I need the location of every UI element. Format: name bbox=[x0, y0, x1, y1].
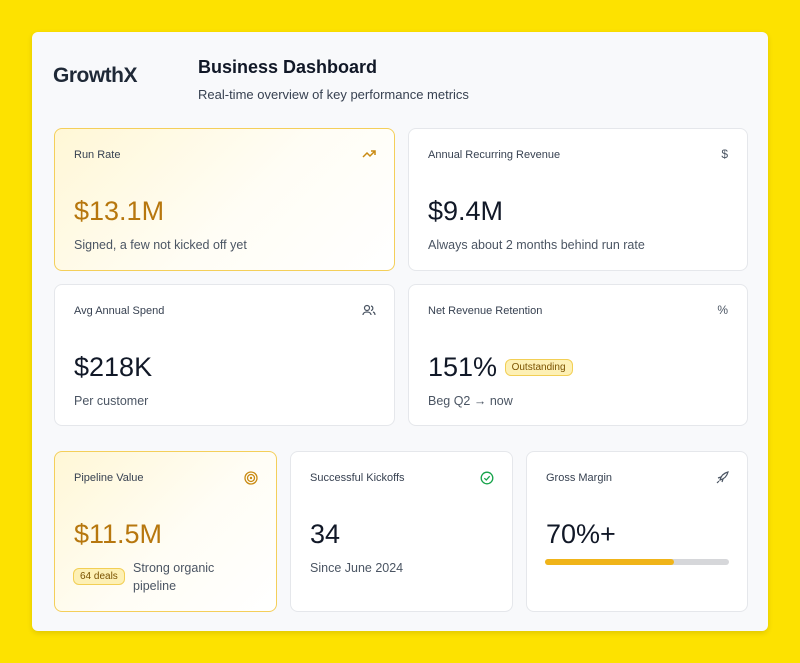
card-value: $9.4M bbox=[428, 196, 504, 226]
card-label: Avg Annual Spend bbox=[74, 305, 165, 317]
percent-icon: % bbox=[717, 303, 728, 317]
header-subtitle: Real-time overview of key performance me… bbox=[198, 87, 469, 102]
metric-card: Net Revenue Retention % 151% Outstanding… bbox=[408, 284, 748, 426]
count-badge: 64 deals bbox=[73, 568, 125, 585]
header-title: Business Dashboard bbox=[198, 57, 378, 77]
card-note: Signed, a few not kicked off yet bbox=[74, 238, 247, 252]
card-note: Since June 2024 bbox=[310, 561, 404, 575]
card-note: Beg Q2 → now bbox=[428, 394, 513, 408]
card-note: Strong organic pipeline bbox=[133, 561, 215, 593]
card-value-row: 151% Outstanding bbox=[428, 352, 573, 383]
metric-card: Annual Recurring Revenue $ $9.4M Always … bbox=[408, 128, 748, 271]
card-value: $11.5M bbox=[74, 519, 163, 549]
card-value: 70%+ bbox=[546, 519, 616, 549]
metric-card: Avg Annual Spend $218K Per customer bbox=[54, 284, 395, 426]
card-label: Run Rate bbox=[74, 149, 121, 161]
card-label: Gross Margin bbox=[546, 472, 613, 484]
card-label: Successful Kickoffs bbox=[310, 472, 405, 484]
card-label: Pipeline Value bbox=[74, 472, 144, 484]
card-note: Per customer bbox=[74, 394, 149, 408]
logo: GrowthX bbox=[53, 64, 138, 87]
metric-card: Pipeline Value $11.5M 64 deals Strong or… bbox=[54, 451, 277, 612]
card-label: Annual Recurring Revenue bbox=[428, 149, 561, 161]
check-icon bbox=[480, 471, 494, 485]
card-value: $13.1M bbox=[74, 196, 165, 226]
rocket-icon bbox=[716, 471, 729, 484]
dollar-icon: $ bbox=[721, 147, 728, 161]
metric-card: Successful Kickoffs 34 Since June 2024 bbox=[290, 451, 513, 612]
metric-card: Gross Margin 70%+ bbox=[526, 451, 748, 612]
trend-icon bbox=[362, 150, 376, 158]
target-icon bbox=[244, 471, 258, 485]
status-badge: Outstanding bbox=[504, 359, 573, 376]
card-label: Net Revenue Retention bbox=[428, 305, 543, 317]
card-value: $218K bbox=[74, 352, 153, 382]
card-note: Always about 2 months behind run rate bbox=[428, 238, 645, 252]
card-value: 151% bbox=[428, 352, 498, 382]
card-value: 34 bbox=[310, 519, 341, 549]
progress-fill bbox=[545, 559, 674, 565]
metric-card: Run Rate $13.1M Signed, a few not kicked… bbox=[54, 128, 395, 271]
progress-track bbox=[545, 559, 729, 565]
badge-wrap: 64 deals bbox=[73, 566, 125, 585]
users-icon bbox=[362, 304, 376, 316]
